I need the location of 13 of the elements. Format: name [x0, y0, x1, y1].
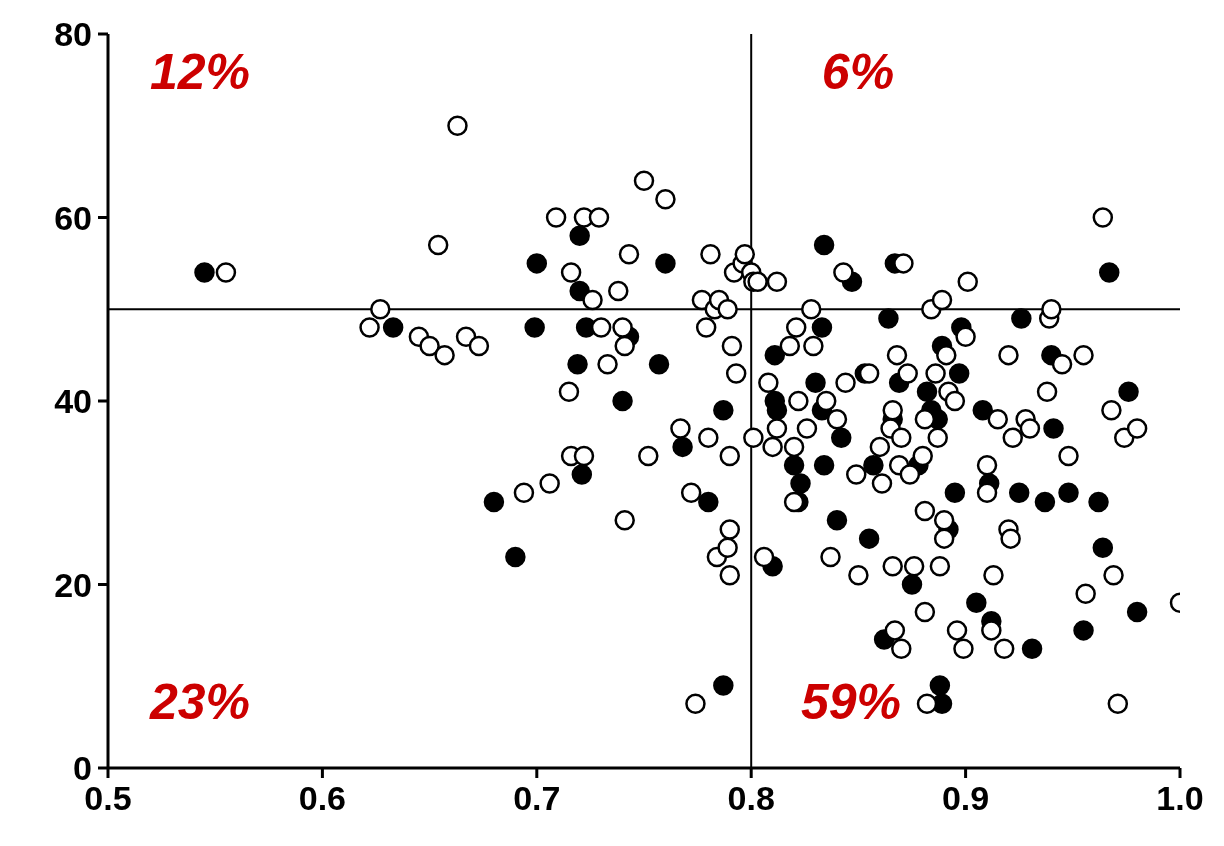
annotation: 59%: [799, 673, 903, 732]
x-tick-label: 0.6: [298, 779, 347, 818]
x-tick-label: 0.7: [513, 779, 561, 818]
y-tick-label: 60: [54, 198, 92, 237]
x-tick-label: 0.9: [941, 779, 990, 818]
x-tick-label: 1.0: [1156, 779, 1204, 818]
y-tick-label: 20: [54, 565, 92, 604]
y-tick-label: 40: [54, 382, 92, 421]
annotation: 6%: [820, 43, 896, 102]
annotation: 12%: [148, 43, 252, 102]
y-tick-label: 80: [54, 15, 92, 54]
annotation: 23%: [148, 673, 252, 732]
x-tick-label: 0.8: [727, 779, 775, 818]
